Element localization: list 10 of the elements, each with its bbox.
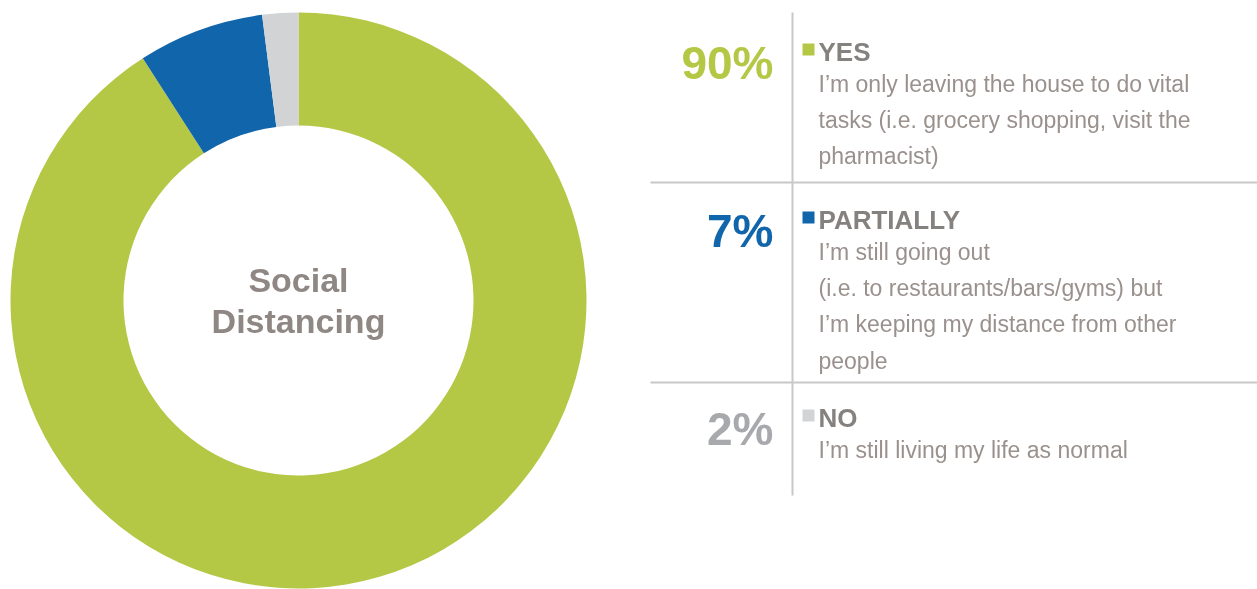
data-label: 2% bbox=[707, 402, 774, 455]
legend-label: YES bbox=[818, 36, 871, 67]
text: I’m still living my life as normal bbox=[818, 436, 1128, 463]
data-label: 90% bbox=[681, 36, 774, 89]
text: Social Distancing bbox=[211, 260, 386, 341]
text: I’m only leaving the house to do vital tasks (i.e. grocery shopping, visit the pharmacist) bbox=[818, 70, 1191, 170]
text: I’m still going out (i.e. to restaurants/bars/gyms) but I’m keeping my distance from other people bbox=[818, 238, 1177, 374]
legend-label: PARTIALLY bbox=[818, 204, 961, 235]
legend-label: NO bbox=[818, 402, 858, 433]
data-label: 7% bbox=[707, 204, 774, 257]
